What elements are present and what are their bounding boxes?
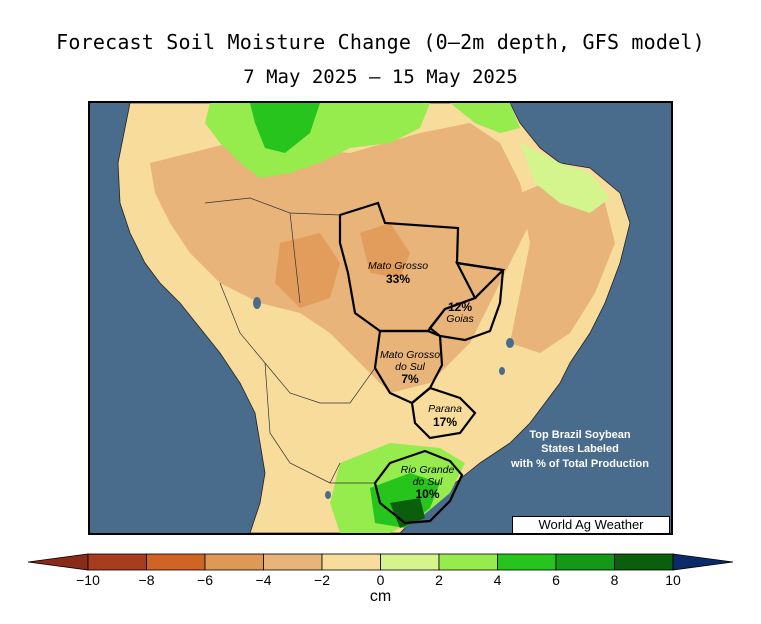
boundary-rio-grande-do-sul bbox=[373, 449, 464, 525]
note-line-1: Top Brazil Soybean bbox=[529, 429, 631, 441]
colorbar-bin bbox=[87, 553, 147, 571]
colorbar-bin bbox=[146, 553, 206, 571]
colorbar-under-arrow bbox=[28, 553, 89, 571]
label-rio-grande-do-sul: Rio Grande do Sul 10% bbox=[390, 464, 465, 502]
state-name: Goias bbox=[446, 313, 474, 326]
state-name: Rio Grande bbox=[400, 464, 455, 476]
colorbar-tick-label: 10 bbox=[665, 572, 681, 588]
watermark: World Ag Weather bbox=[512, 516, 670, 534]
colorbar-over-arrow bbox=[672, 553, 733, 571]
dry-patch-1 bbox=[275, 233, 340, 308]
label-mato-grosso-do-sul: Mato Grosso do Sul 7% bbox=[370, 349, 450, 387]
boundary-goias bbox=[428, 261, 505, 342]
colorbar-bin bbox=[321, 553, 381, 571]
colorbar-bin bbox=[497, 553, 557, 571]
wet-north-dark bbox=[250, 103, 320, 153]
lake-3 bbox=[499, 367, 505, 375]
state-pct: 10% bbox=[415, 487, 440, 502]
label-parana: Parana 17% bbox=[415, 403, 475, 429]
colorbar-tick-label: 6 bbox=[552, 572, 560, 588]
colorbar-tick-label: 0 bbox=[376, 572, 385, 588]
colorbar-bin bbox=[438, 553, 498, 571]
colorbar-tick-label: −4 bbox=[255, 572, 272, 588]
state-name: Mato Grosso bbox=[367, 260, 429, 272]
dry-region bbox=[150, 123, 530, 393]
note-line-2: States Labeled bbox=[541, 443, 619, 456]
lake-4 bbox=[325, 491, 331, 499]
map-subtitle: 7 May 2025 — 15 May 2025 bbox=[243, 66, 518, 88]
state-name: Mato Grosso bbox=[379, 349, 441, 361]
state-pct: 12% bbox=[447, 300, 473, 314]
state-name: do Sul bbox=[412, 475, 443, 488]
label-mato-grosso: Mato Grosso 33% bbox=[358, 260, 438, 286]
state-name: Parana bbox=[428, 403, 462, 415]
label-goias: 12% Goias bbox=[430, 300, 490, 326]
colorbar-tick-label: 4 bbox=[493, 572, 502, 588]
country-borders bbox=[204, 197, 376, 484]
map-title: Forecast Soil Moisture Change (0—2m dept… bbox=[56, 30, 705, 54]
colorbar-tick-label: 2 bbox=[435, 572, 443, 588]
dry-patch-2 bbox=[360, 223, 410, 278]
colorbar bbox=[28, 553, 733, 571]
map-frame: Mato Grosso 33% 12% Goias Mato Grosso do… bbox=[88, 101, 673, 535]
lake-1 bbox=[253, 297, 261, 309]
colorbar-bin bbox=[614, 553, 674, 571]
wet-south-darkest bbox=[390, 498, 425, 528]
state-name: do Sul bbox=[395, 360, 425, 373]
dry-region-east bbox=[510, 173, 615, 353]
colorbar-tick-label: −2 bbox=[314, 572, 330, 588]
wet-east bbox=[520, 143, 610, 213]
state-pct: 33% bbox=[385, 271, 411, 286]
boundary-parana bbox=[410, 386, 477, 440]
colorbar-bin bbox=[263, 553, 323, 571]
wet-northeast bbox=[450, 103, 520, 133]
colorbar-tick-label: −10 bbox=[76, 572, 100, 588]
colorbar-tick-label: 8 bbox=[610, 572, 619, 588]
colorbar-unit: cm bbox=[369, 588, 392, 605]
colorbar-bin bbox=[204, 553, 264, 571]
colorbar-tick-label: −8 bbox=[138, 572, 155, 588]
lake-2 bbox=[506, 338, 514, 348]
colorbar-bin bbox=[555, 553, 615, 571]
map-note: Top Brazil Soybean States Labeled with %… bbox=[500, 428, 660, 471]
colorbar-tick-label: −6 bbox=[197, 572, 213, 588]
colorbar-bin bbox=[380, 553, 440, 571]
state-pct: 7% bbox=[401, 372, 419, 387]
soil-moisture-map bbox=[90, 103, 671, 533]
state-pct: 17% bbox=[432, 414, 458, 429]
note-line-3: with % of Total Production bbox=[511, 457, 649, 470]
